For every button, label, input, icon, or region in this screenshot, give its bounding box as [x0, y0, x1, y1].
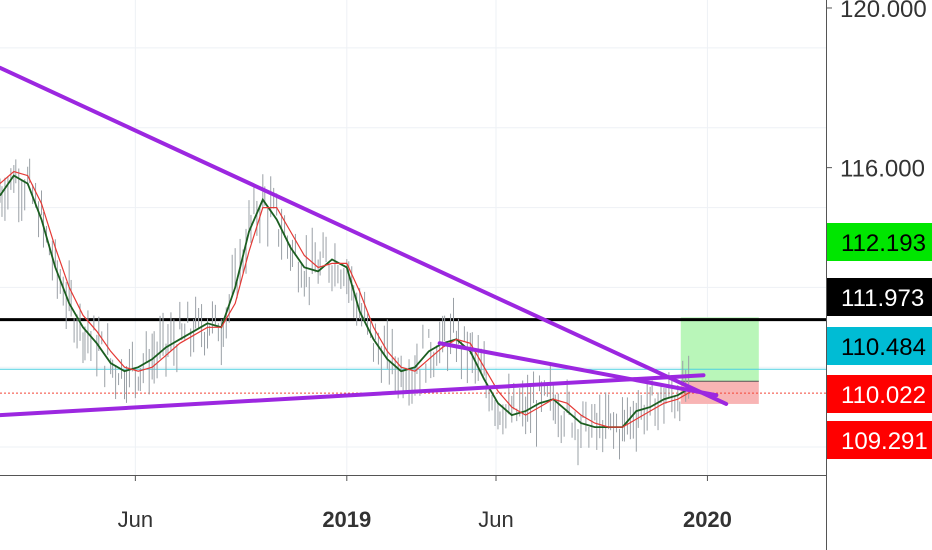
y-tick-label: 116.000 — [840, 156, 925, 183]
price-tag — [827, 421, 932, 459]
price-tag-label: 111.973 — [841, 285, 924, 312]
axes — [0, 0, 827, 550]
price-tag — [827, 327, 932, 365]
trendline[interactable] — [0, 373, 706, 418]
y-axis-ticks: 120.000 116.000 — [826, 0, 927, 183]
price-tag — [827, 278, 932, 316]
series-line — [0, 174, 693, 428]
price-tags: 112.193 111.973 110.484 110.022 109.291 — [827, 223, 932, 459]
loss-zone — [680, 381, 759, 404]
price-tag-label: 109.291 — [841, 428, 928, 455]
price-tag-label: 110.022 — [841, 382, 926, 409]
price-tag — [827, 375, 932, 413]
trendlines[interactable] — [0, 65, 729, 418]
x-tick-label: Jun — [478, 507, 513, 532]
price-tag-label: 112.193 — [841, 230, 926, 257]
x-tick-label: Jun — [118, 507, 153, 532]
y-tick-label: 120.000 — [840, 0, 927, 23]
profit-zone — [680, 317, 759, 382]
x-axis-ticks: Jun 2019 Jun 2020 — [118, 475, 732, 532]
moving-averages — [0, 170, 693, 428]
x-tick-label: 2020 — [683, 507, 732, 532]
position-box — [680, 317, 759, 404]
price-tag-label: 110.484 — [841, 334, 926, 361]
price-tag — [827, 223, 932, 261]
trendline[interactable] — [0, 65, 729, 406]
x-tick-label: 2019 — [322, 507, 371, 532]
trendline[interactable] — [437, 341, 719, 398]
series-line — [0, 170, 692, 428]
